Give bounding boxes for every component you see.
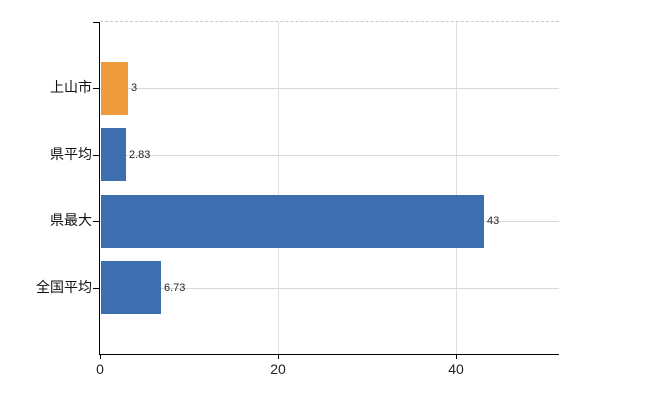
x-axis-tick xyxy=(278,355,279,359)
y-axis-tick xyxy=(93,221,99,222)
value-label: 3 xyxy=(131,82,138,94)
plot-area xyxy=(100,22,559,354)
vertical-gridline xyxy=(278,22,279,354)
category-label: 県最大 xyxy=(50,212,92,228)
horizontal-gridline xyxy=(100,88,559,89)
category-label: 全国平均 xyxy=(36,279,92,295)
value-label: 43 xyxy=(487,215,500,227)
category-label: 上山市 xyxy=(50,79,92,95)
y-axis-tick xyxy=(93,22,99,23)
category-label: 県平均 xyxy=(50,146,92,162)
x-axis-tick xyxy=(100,355,101,359)
y-axis-line xyxy=(99,22,100,355)
x-tick-label: 40 xyxy=(448,361,464,377)
y-axis-tick xyxy=(93,88,99,89)
y-axis-tick xyxy=(93,288,99,289)
horizontal-gridline xyxy=(100,155,559,156)
value-label: 2.83 xyxy=(129,149,151,161)
x-axis-line xyxy=(99,354,559,355)
x-tick-label: 0 xyxy=(96,361,104,377)
value-label: 6.73 xyxy=(164,282,186,294)
bar-県平均 xyxy=(101,128,126,181)
vertical-gridline xyxy=(456,22,457,354)
bar-県最大 xyxy=(101,195,484,248)
bar-全国平均 xyxy=(101,261,161,314)
bar-上山市 xyxy=(101,62,128,115)
horizontal-gridline xyxy=(100,288,559,289)
x-tick-label: 20 xyxy=(270,361,286,377)
y-axis-tick xyxy=(93,155,99,156)
plot-top-border xyxy=(100,21,559,22)
x-axis-tick xyxy=(456,355,457,359)
